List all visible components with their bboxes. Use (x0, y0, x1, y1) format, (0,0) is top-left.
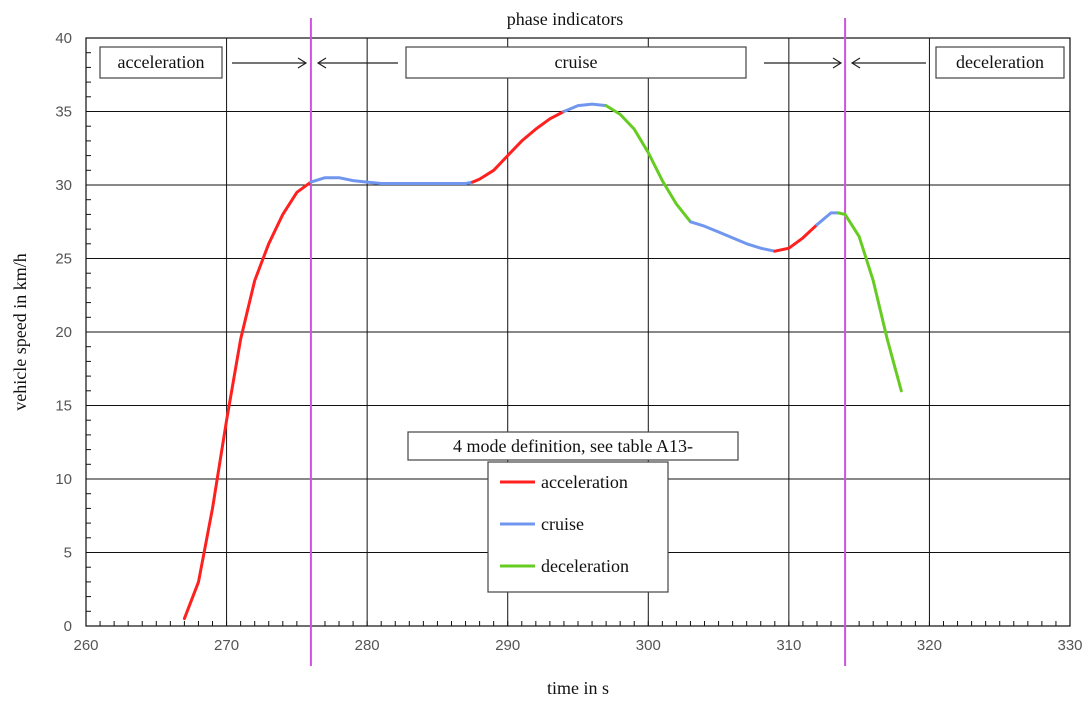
x-tick-label: 260 (73, 637, 98, 654)
x-tick-label: 310 (776, 637, 801, 654)
legend: 4 mode definition, see table A13- accele… (407, 431, 739, 593)
series-line-cruise (309, 176, 475, 185)
y-tick-label: 35 (55, 104, 72, 121)
phase-label-cruise: cruise (555, 52, 598, 72)
arrowhead-acceleration-right (297, 57, 308, 69)
y-tick-label: 10 (55, 471, 72, 488)
phase-indicators: acceleration cruise deceleration (99, 46, 1065, 79)
speed-series (182, 102, 903, 621)
y-tick-label: 40 (55, 30, 72, 47)
legend-box (487, 461, 669, 593)
series-line-cruise (815, 211, 840, 227)
series-line-deceleration (604, 104, 692, 224)
minor-ticks (85, 37, 1071, 627)
arrowhead-cruise-left (316, 57, 327, 69)
y-tick-label: 0 (64, 618, 72, 635)
phase-box-cruise (405, 46, 747, 79)
x-tick-label: 300 (636, 637, 661, 654)
y-tick-label: 30 (55, 177, 72, 194)
legend-title: 4 mode definition, see table A13- (453, 436, 693, 456)
x-tick-labels: 260 270 280 290 300 310 320 330 (73, 637, 1082, 654)
phase-box-deceleration (935, 46, 1065, 79)
x-tick-label: 270 (214, 637, 239, 654)
arrowhead-deceleration-left (850, 57, 861, 69)
phase-lines (309, 18, 847, 666)
y-tick-label: 20 (55, 324, 72, 341)
y-tick-label: 25 (55, 251, 72, 268)
y-axis-label: vehicle speed in km/h (10, 253, 30, 410)
series-line-acceleration (773, 223, 819, 253)
x-axis-label: time in s (547, 678, 609, 698)
phase-label-deceleration: deceleration (956, 52, 1044, 72)
legend-label-acceleration: acceleration (541, 472, 628, 492)
y-tick-label: 15 (55, 398, 72, 415)
x-tick-label: 320 (917, 637, 942, 654)
series-line-acceleration (182, 180, 313, 621)
x-tick-label: 280 (355, 637, 380, 654)
y-tick-labels: 0 5 10 15 20 25 30 35 40 (55, 30, 72, 635)
phase-label-acceleration: acceleration (118, 52, 205, 72)
chart-title: phase indicators (507, 9, 623, 29)
legend-label-cruise: cruise (541, 514, 584, 534)
legend-title-box (407, 431, 739, 461)
series-line-acceleration (471, 110, 566, 184)
arrowhead-cruise-right (832, 57, 843, 69)
x-tick-label: 290 (495, 637, 520, 654)
series-line-deceleration (836, 211, 903, 393)
y-tick-label: 5 (64, 545, 72, 562)
phase-box-acceleration (99, 46, 223, 79)
series-line-cruise (562, 102, 608, 113)
legend-label-deceleration: deceleration (541, 556, 629, 576)
series-line-cruise (689, 220, 777, 253)
x-tick-label: 330 (1057, 637, 1082, 654)
